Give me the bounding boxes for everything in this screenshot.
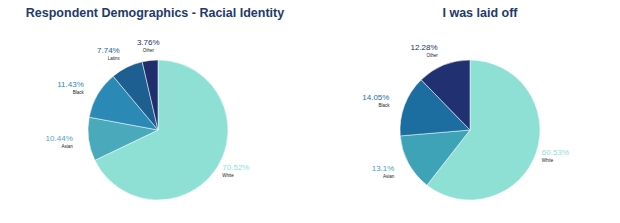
pie-panel: I was laid off 60.53%White 13.1%Asian 14.05… (362, 6, 569, 200)
chart-canvas: Respondent Demographics - Racial Identit… (0, 0, 620, 223)
category-label: Black (378, 103, 390, 108)
pie: 60.53%White 13.1%Asian 14.05%Black 12.28%Ot… (362, 43, 569, 200)
pie-panel: Respondent Demographics - Racial Identit… (26, 6, 284, 200)
category-label: Asian (383, 174, 395, 179)
data-label: 10.44% (46, 134, 73, 143)
chart-title: I was laid off (442, 6, 518, 20)
data-label: 70.52% (222, 163, 249, 172)
data-label: 14.05% (362, 93, 389, 102)
category-label: Black (73, 90, 85, 95)
pie-slice (142, 60, 158, 130)
data-label: 13.1% (372, 164, 395, 173)
data-label: 12.28% (410, 43, 437, 52)
pie-slice (421, 60, 470, 130)
category-label: Asian (61, 144, 73, 149)
data-label: 3.76% (137, 38, 160, 47)
pie-slice (400, 130, 470, 185)
category-label: White (542, 158, 554, 163)
category-label: Latinx (108, 56, 121, 61)
category-label: White (222, 173, 234, 178)
data-label: 60.53% (542, 148, 569, 157)
chart-title: Respondent Demographics - Racial Identit… (26, 6, 284, 20)
category-label: Other (143, 48, 155, 53)
pie: 70.52%White 10.44%Asian 11.43%Black 7.74%La… (46, 38, 250, 200)
category-label: Other (426, 53, 438, 58)
data-label: 7.74% (97, 46, 120, 55)
data-label: 11.43% (57, 80, 84, 89)
